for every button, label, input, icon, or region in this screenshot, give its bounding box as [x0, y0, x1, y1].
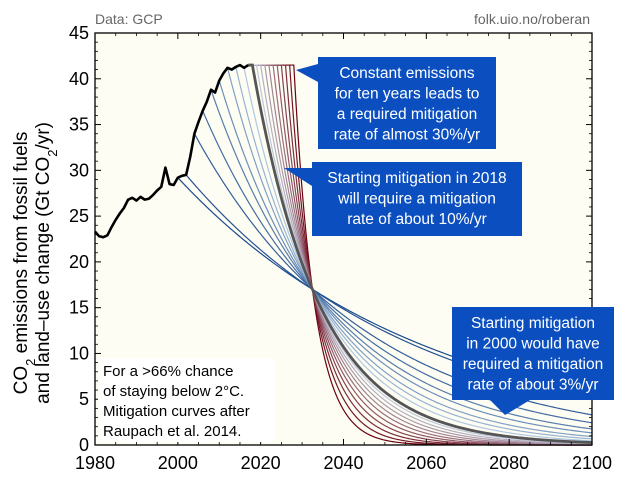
credit-label: folk.uio.no/roberan	[474, 11, 590, 27]
callout-line-start-2018-2: rate of about 10%/yr	[347, 211, 487, 228]
callout-line-constant-0: Constant emissions	[339, 65, 475, 82]
y-tick-label-40: 40	[69, 69, 89, 89]
y-tick-label-30: 30	[69, 160, 89, 180]
x-tick-label-2080: 2080	[489, 453, 529, 473]
mitigation-curve-2022	[248, 64, 593, 446]
callout-pointer-constant	[296, 64, 318, 82]
callout-pointer-start-2000	[490, 400, 530, 415]
historical-series	[94, 63, 249, 239]
y-tick-label-25: 25	[69, 206, 89, 226]
x-tick-label-2060: 2060	[406, 453, 446, 473]
y-tick-label-35: 35	[69, 115, 89, 135]
callout-line-constant-2: a required mitigation	[337, 106, 477, 123]
y-tick-label-15: 15	[69, 298, 89, 318]
callout-box-start-2018	[312, 162, 522, 236]
mitigation-curve-2006	[202, 110, 593, 424]
y-tick-label-0: 0	[79, 435, 89, 455]
callout-line-start-2000-3: rate of about 3%/yr	[468, 377, 599, 394]
data-source-label: Data: GCP	[95, 11, 163, 27]
mitigation-curve-2018	[248, 63, 593, 444]
note-line-0: For a >66% chance	[103, 363, 234, 380]
y-tick-label-10: 10	[69, 343, 89, 363]
y-axis-label-line2: and land–use change (Gt CO2/yr)	[33, 122, 60, 404]
callout-line-start-2018-1: will require a mitigation	[337, 191, 496, 208]
mitigation-curve-2010	[218, 80, 593, 434]
historical-line	[94, 63, 249, 239]
x-tick-label-1980: 1980	[75, 453, 115, 473]
y-axis-label-line1: CO2 emissions from fossil fuels	[11, 132, 38, 395]
callout-pointer-start-2018	[284, 168, 312, 186]
x-tick-label-2100: 2100	[572, 453, 612, 473]
note-line-1: of staying below 2°C.	[103, 383, 244, 400]
callout-line-start-2000-2: required a mitigation	[463, 356, 603, 373]
mitigation-curve-2014	[235, 66, 593, 440]
callout-line-constant-1: for ten years leads to	[335, 86, 480, 103]
mitigation-curve-2008	[210, 89, 593, 430]
callout-line-start-2000-1: in 2000 would have	[466, 336, 600, 353]
callouts: Constant emissions for ten years leads to…	[284, 57, 614, 415]
callout-line-start-2018-0: Starting mitigation in 2018	[327, 170, 506, 187]
callout-line-start-2000-0: Starting mitigation	[471, 315, 595, 332]
note-line-3: Raupach et al. 2014.	[103, 423, 241, 440]
callout-box-start-2000	[452, 307, 614, 400]
note-box: For a >66% chance of staying below 2°C. Mi…	[98, 358, 274, 442]
x-tick-label-2020: 2020	[241, 453, 281, 473]
x-tick-label-2040: 2040	[323, 453, 363, 473]
mitigation-curve-2012	[226, 67, 593, 438]
note-background	[98, 358, 274, 442]
callout-box-constant	[318, 57, 496, 149]
x-tick-label-2000: 2000	[158, 453, 198, 473]
y-tick-label-5: 5	[79, 389, 89, 409]
y-tick-label-20: 20	[69, 252, 89, 272]
note-line-2: Mitigation curves after	[103, 403, 250, 420]
y-tick-label-45: 45	[69, 23, 89, 43]
callout-line-constant-3: rate of almost 30%/yr	[334, 127, 480, 144]
